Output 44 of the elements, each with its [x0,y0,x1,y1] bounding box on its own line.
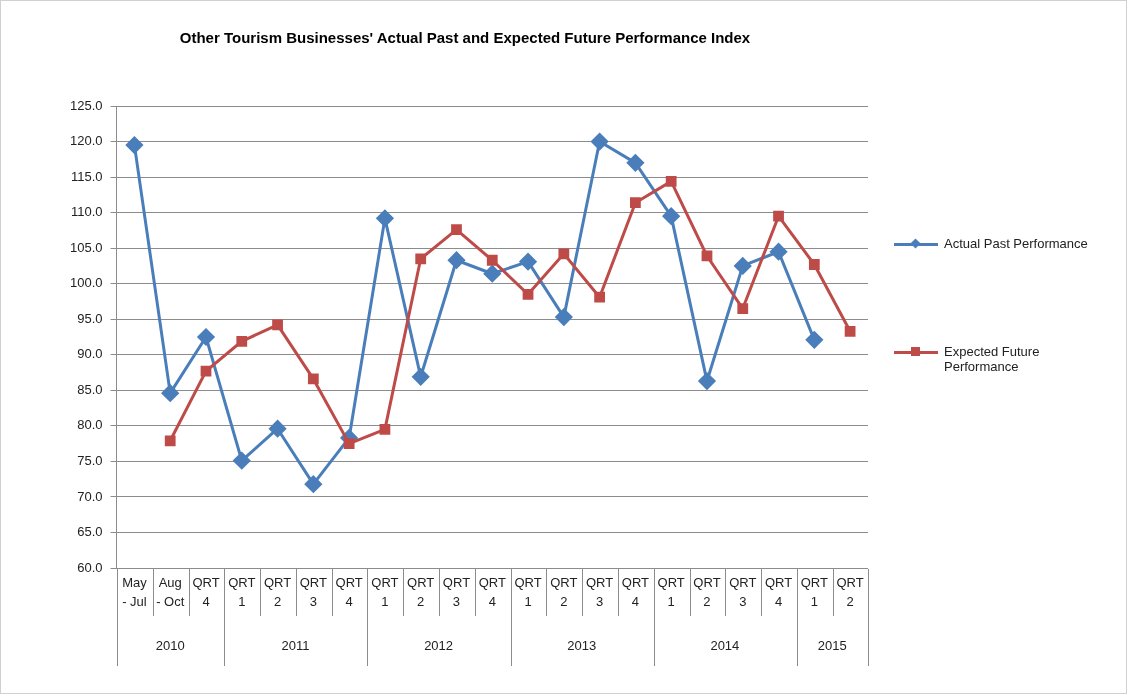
x-tick-label: QRT 2 [263,574,292,609]
x-tick-label: QRT 2 [407,574,435,609]
x-tick-label: QRT 3 [299,574,327,609]
text: 2012 [424,637,454,653]
text: 2011 [281,637,310,653]
text: 2010 [155,637,185,653]
text: 2013 [567,637,597,653]
x-tick-label: QRT 2 [836,574,864,609]
y-tick-label: 125.0 [69,97,103,113]
y-tick-label: 95.0 [77,310,103,326]
x-tick-label: QRT 3 [729,574,757,609]
x-tick-label: QRT 4 [621,574,650,609]
x-tick-label: QRT 2 [693,574,721,609]
x-tick-label: QRT 1 [371,574,399,609]
y-tick-label: 110.0 [70,204,103,220]
y-tick-label: 115.0 [70,168,103,184]
y-tick-label: 80.0 [77,417,103,433]
x-tick-label: QRT 4 [192,574,220,609]
x-tick-label: QRT 1 [657,574,685,609]
y-tick-label: 65.0 [77,524,103,540]
chart-title: Other Tourism Businesses' Actual Past and Expected Future Performance Index [179,29,751,47]
text: 2015 [817,637,847,653]
y-tick-label: 90.0 [77,346,103,362]
legend-label: Actual Past Performance [944,236,1088,251]
y-tick-label: 85.0 [77,381,103,397]
x-tick-label: QRT 1 [228,574,256,609]
y-tick-label: 60.0 [77,559,103,575]
x-tick-label: QRT 3 [442,574,471,609]
x-tick-label: QRT 2 [550,574,578,609]
text: 2014 [710,637,740,653]
x-tick-label: QRT 1 [514,574,542,609]
x-tick-label: QRT 1 [800,574,828,609]
x-tick-label: QRT 4 [478,574,506,609]
x-tick-label: QRT 4 [335,574,363,609]
y-tick-label: 75.0 [77,452,103,468]
x-tick-label: Aug - Oct [156,574,185,609]
y-tick-label: 100.0 [69,275,103,291]
x-tick-label: May - Jul [122,574,148,609]
x-tick-label: QRT 3 [586,574,614,609]
y-tick-label: 105.0 [69,239,103,255]
y-tick-label: 70.0 [77,488,103,504]
legend-label: Expected Future Performance [944,344,1041,374]
y-tick-label: 120.0 [69,133,103,149]
x-tick-label: QRT 4 [764,574,793,609]
